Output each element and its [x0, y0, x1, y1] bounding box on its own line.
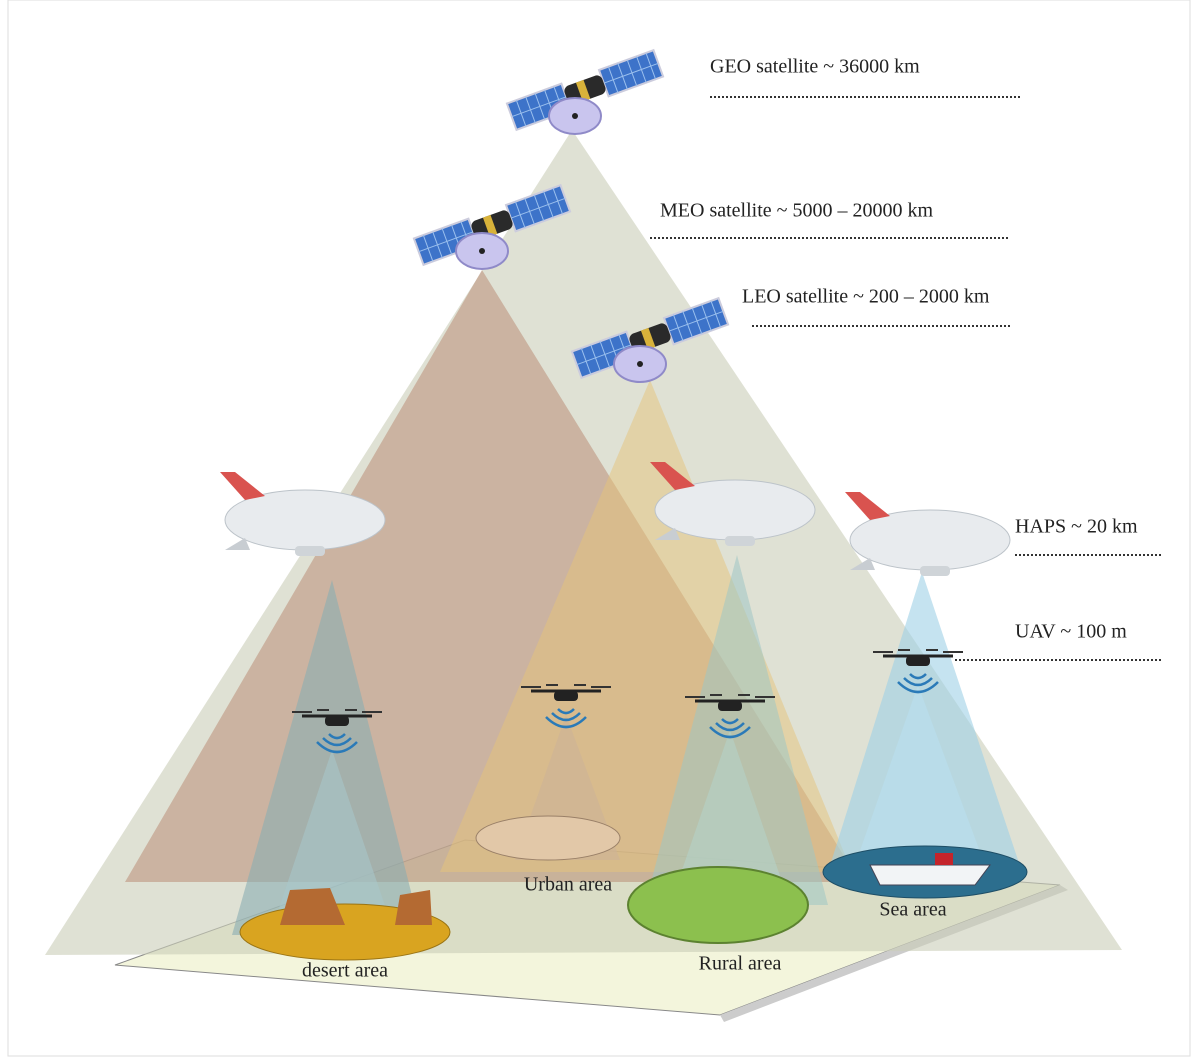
- ship: [869, 864, 991, 886]
- layer-label: UAV ~ 100 m: [1015, 621, 1127, 643]
- layer-label: GEO satellite ~ 36000 km: [710, 56, 920, 78]
- urban-ground: [475, 815, 621, 861]
- layer-label: LEO satellite ~ 200 – 2000 km: [742, 286, 990, 308]
- layer-label: HAPS ~ 20 km: [1015, 516, 1138, 538]
- haps-coverage: [645, 555, 828, 905]
- haps-coverage: [232, 580, 422, 935]
- rural-ground: [627, 866, 809, 944]
- geo-satellite: [505, 49, 665, 135]
- area-label: desert area: [302, 960, 388, 982]
- area-label: Rural area: [699, 953, 782, 975]
- frame: [7, 0, 1191, 1057]
- desert-rocks: [280, 888, 432, 925]
- uav-coverage: [270, 750, 395, 935]
- uav-coverage: [670, 730, 790, 905]
- uav-coverage: [855, 685, 985, 865]
- area-label: Urban area: [524, 874, 612, 896]
- ship-funnel: [935, 853, 953, 865]
- haps-airship: [844, 491, 1011, 577]
- layer-label: MEO satellite ~ 5000 – 20000 km: [660, 200, 933, 222]
- area-label: Sea area: [879, 899, 946, 921]
